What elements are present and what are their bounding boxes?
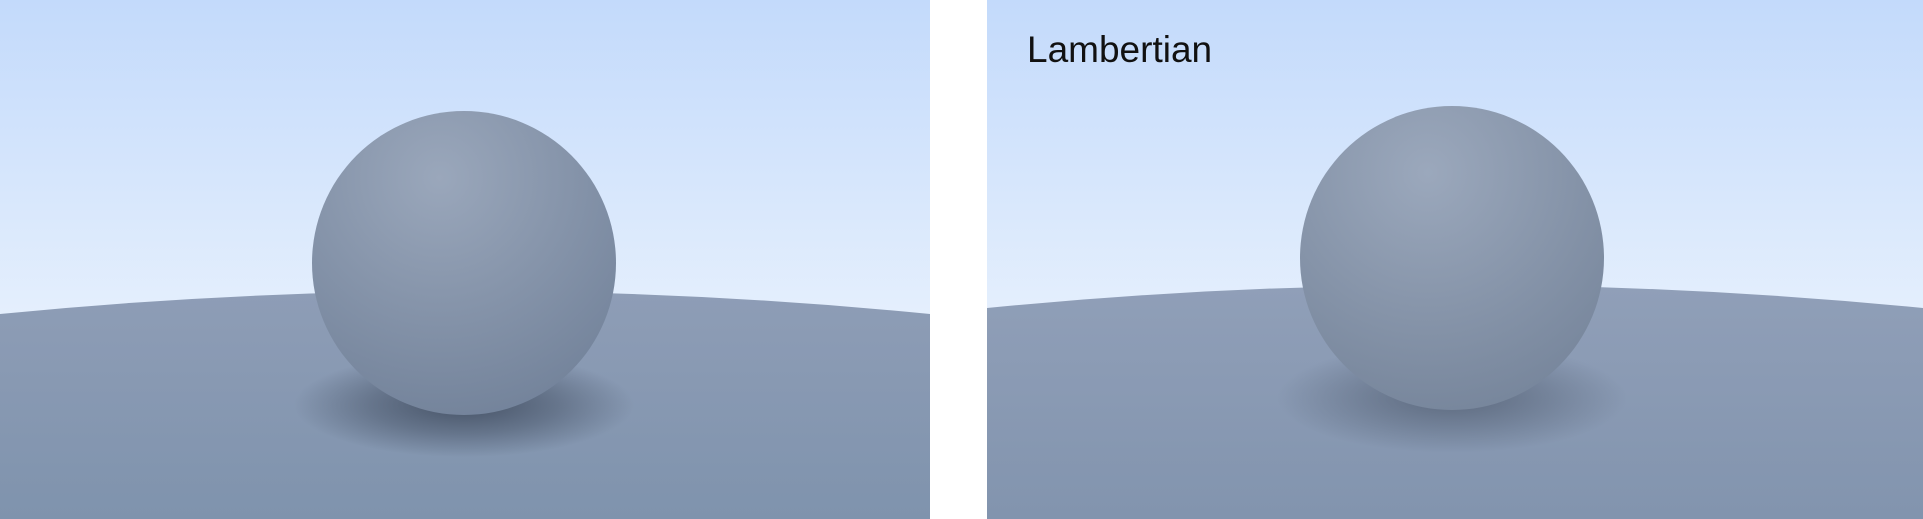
diffuse-sphere xyxy=(1300,106,1604,410)
render-panel-right: Lambertian xyxy=(987,0,1923,519)
render-right xyxy=(987,0,1923,519)
render-left xyxy=(0,0,930,519)
render-panel-left xyxy=(0,0,930,519)
diffuse-sphere xyxy=(312,111,616,415)
caption-label: Lambertian xyxy=(1027,29,1213,70)
